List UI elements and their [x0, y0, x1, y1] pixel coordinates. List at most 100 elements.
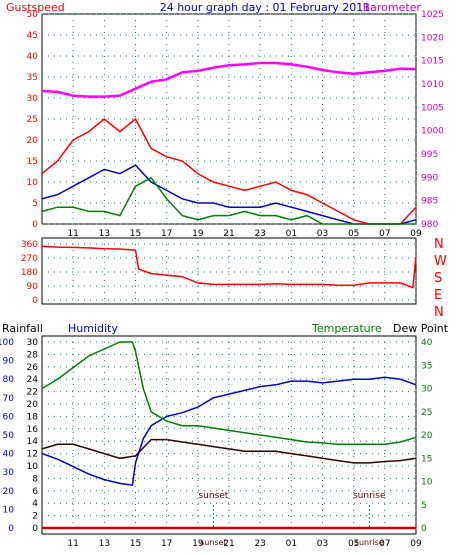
compass-letter: S: [434, 271, 442, 286]
rainfall-tick-label: 2: [32, 512, 38, 522]
x-tick-label: 13: [99, 229, 110, 239]
x-tick-label: 05: [348, 229, 359, 239]
x-tick-label: 21: [223, 229, 234, 239]
rainfall-tick-label: 16: [27, 425, 39, 435]
x-tick-label: 01: [286, 229, 297, 239]
x-tick-label: 07: [379, 229, 390, 239]
right-axis-tick-label: 1000: [421, 127, 444, 137]
direction-tick-label: 360: [21, 240, 38, 250]
x-tick-label: 09: [410, 229, 422, 239]
x-tick-label: 17: [161, 229, 172, 239]
temperature-tick-label: 0: [421, 524, 427, 534]
right-axis-tick-label: 990: [421, 173, 438, 183]
compass-letter: N: [434, 305, 444, 320]
x-tick-label: 11: [67, 539, 78, 549]
x-tick-label: 21: [223, 539, 234, 549]
rainfall-tick-label: 28: [27, 350, 39, 360]
temperature-tick-label: 5: [421, 501, 427, 511]
rainfall-tick-label: 24: [27, 375, 39, 385]
humidity-tick-label: 40: [3, 450, 15, 460]
humidity-tick-label: 10: [3, 505, 15, 515]
temperature-tick-label: 40: [421, 338, 433, 348]
x-tick-label: 09: [410, 539, 422, 549]
temperature-label: Temperature: [311, 322, 382, 335]
x-tick-label: 15: [130, 229, 141, 239]
right-axis-tick-label: 1015: [421, 57, 444, 67]
x-tick-label: 13: [99, 539, 110, 549]
right-axis-tick-label: 1010: [421, 80, 444, 90]
gustspeed-header-label: Gustspeed: [6, 1, 65, 14]
humidity-tick-label: 30: [3, 468, 15, 478]
humidity-tick-label: 90: [3, 357, 15, 367]
rainfall-label: Rainfall: [2, 322, 43, 335]
humidity-tick-label: 80: [3, 375, 15, 385]
left-axis-tick-label: 25: [27, 115, 38, 125]
direction-tick-label: 180: [21, 268, 38, 278]
left-axis-tick-label: 0: [32, 220, 38, 230]
x-tick-label: 23: [254, 539, 265, 549]
wind-direction-line: [41, 245, 417, 289]
x-tick-label: 03: [317, 539, 328, 549]
gustspeed-line: [41, 117, 417, 225]
sunset-annotation-axis-label: sunset: [200, 538, 227, 547]
chart-layer: 11 13 15 17 19 21 23 01 03 05 07 090510152025303540…: [0, 10, 447, 549]
rainfall-tick-label: 10: [27, 462, 39, 472]
rainfall-tick-label: 6: [32, 487, 38, 497]
rainfall-tick-label: 0: [32, 524, 38, 534]
temperature-tick-label: 35: [421, 361, 432, 371]
humidity-tick-label: 0: [8, 524, 14, 534]
x-tick-label: 03: [317, 229, 328, 239]
humidity-line: [41, 376, 417, 487]
sunrise-annotation: sunrise: [353, 491, 386, 501]
rainfall-tick-label: 20: [27, 400, 39, 410]
right-axis-tick-label: 1020: [421, 33, 444, 43]
sunrise-annotation-axis-label: sunrise: [355, 538, 384, 547]
direction-tick-label: 0: [32, 296, 38, 306]
right-axis-tick-label: 995: [421, 150, 438, 160]
left-axis-tick-label: 15: [27, 157, 38, 167]
humidity-tick-label: 20: [3, 487, 15, 497]
rainfall-tick-label: 22: [27, 388, 38, 398]
rainfall-tick-label: 4: [32, 499, 38, 509]
x-tick-label: 19: [192, 229, 204, 239]
low-wind-line: [41, 176, 416, 225]
left-axis-tick-label: 40: [27, 52, 39, 62]
x-tick-label: 07: [379, 539, 390, 549]
left-axis-tick-label: 45: [27, 31, 38, 41]
barometer-line: [41, 61, 417, 98]
right-axis-tick-label: 1025: [421, 10, 444, 20]
x-tick-label: 17: [161, 539, 172, 549]
chart-title: 24 hour graph day : 01 February 2011: [160, 1, 371, 14]
left-axis-tick-label: 50: [27, 10, 39, 20]
panel3-frame: [41, 335, 417, 535]
right-axis-tick-label: 985: [421, 197, 438, 207]
dewpoint-label: Dew Point: [393, 322, 449, 335]
temperature-tick-label: 15: [421, 454, 432, 464]
humidity-tick-label: 100: [0, 338, 14, 348]
left-axis-tick-label: 20: [27, 136, 39, 146]
temperature-tick-label: 10: [421, 478, 433, 488]
rainfall-tick-label: 30: [27, 338, 39, 348]
temperature-tick-label: 25: [421, 408, 432, 418]
x-tick-label: 01: [286, 539, 297, 549]
rainfall-tick-label: 26: [27, 363, 39, 373]
x-tick-label: 15: [130, 539, 141, 549]
rainfall-tick-label: 12: [27, 450, 38, 460]
rainfall-tick-label: 14: [27, 437, 39, 447]
right-axis-tick-label: 1005: [421, 103, 444, 113]
right-axis-tick-label: 980: [421, 220, 438, 230]
left-axis-tick-label: 10: [27, 178, 39, 188]
humidity-tick-label: 50: [3, 431, 15, 441]
compass-letter: E: [434, 288, 442, 303]
left-axis-tick-label: 35: [27, 73, 38, 83]
barometer-header-label: Barometer: [363, 1, 422, 14]
direction-tick-label: 270: [21, 254, 38, 264]
rainfall-tick-label: 8: [32, 474, 38, 484]
humidity-label: Humidity: [68, 322, 118, 335]
temperature-tick-label: 30: [421, 385, 433, 395]
x-tick-label: 19: [192, 539, 204, 549]
x-tick-label: 11: [67, 229, 78, 239]
left-axis-tick-label: 5: [32, 199, 38, 209]
